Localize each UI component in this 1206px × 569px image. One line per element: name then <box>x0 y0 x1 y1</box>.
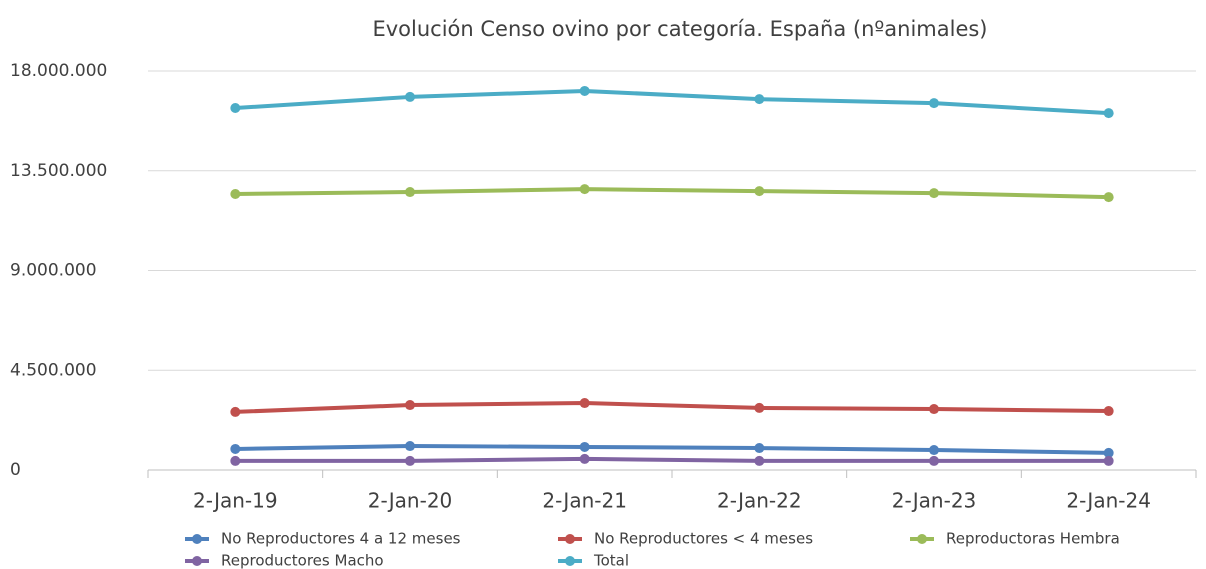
point <box>929 455 939 466</box>
point <box>405 441 415 452</box>
x-tick-label: 2-Jan-24 <box>1066 489 1151 513</box>
point <box>579 85 590 96</box>
point <box>754 402 765 413</box>
x-tick-label: 2-Jan-21 <box>542 489 627 513</box>
legend-marker <box>192 556 202 566</box>
point <box>230 443 241 454</box>
point <box>1103 447 1114 458</box>
point <box>754 455 765 466</box>
series-line <box>235 187 1109 200</box>
series-line <box>235 88 1109 116</box>
legend-label: Reproductores Macho <box>221 552 384 569</box>
series-line <box>235 456 1109 463</box>
point <box>230 189 241 200</box>
legend-label: Total <box>593 552 629 569</box>
point <box>1103 455 1114 466</box>
point <box>579 441 590 452</box>
point <box>754 443 765 454</box>
y-tick-label: 4.500.000 <box>10 360 97 380</box>
point <box>405 91 415 102</box>
x-tick-label: 2-Jan-20 <box>368 489 453 513</box>
point <box>405 187 415 198</box>
point <box>405 400 415 411</box>
point <box>230 455 241 466</box>
legend-label: Reproductoras Hembra <box>946 530 1120 548</box>
x-tick-label: 2-Jan-19 <box>193 489 278 513</box>
series-line <box>235 444 1109 455</box>
point <box>929 98 939 109</box>
point <box>754 186 765 197</box>
point <box>1103 108 1114 119</box>
point <box>579 398 590 409</box>
point <box>1103 192 1114 203</box>
point <box>929 404 939 415</box>
legend-marker <box>565 556 575 566</box>
point <box>230 406 241 417</box>
x-tick-label: 2-Jan-23 <box>892 489 977 513</box>
legend-marker <box>192 534 202 544</box>
y-tick-label: 13.500.000 <box>10 161 107 181</box>
x-tick-label: 2-Jan-22 <box>717 489 802 513</box>
point <box>929 188 939 199</box>
series-line <box>235 401 1109 414</box>
point <box>230 103 241 114</box>
legend-marker <box>565 534 575 544</box>
legend-marker <box>917 534 927 544</box>
point <box>1103 406 1114 417</box>
point <box>929 445 939 456</box>
point <box>579 184 590 195</box>
legend-label: No Reproductores < 4 meses <box>594 530 813 548</box>
y-tick-label: 18.000.000 <box>10 61 107 81</box>
point <box>579 453 590 464</box>
chart-title: Evolución Censo ovino por categoría. Esp… <box>372 17 987 41</box>
point <box>405 455 415 466</box>
legend-label: No Reproductores 4 a 12 meses <box>221 530 461 548</box>
y-tick-label: 0 <box>10 460 21 480</box>
point <box>754 94 765 105</box>
y-tick-label: 9.000.000 <box>10 261 97 281</box>
